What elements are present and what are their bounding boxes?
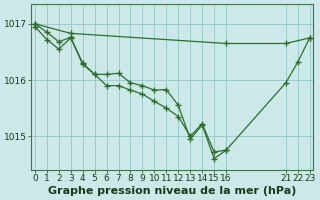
X-axis label: Graphe pression niveau de la mer (hPa): Graphe pression niveau de la mer (hPa): [48, 186, 297, 196]
